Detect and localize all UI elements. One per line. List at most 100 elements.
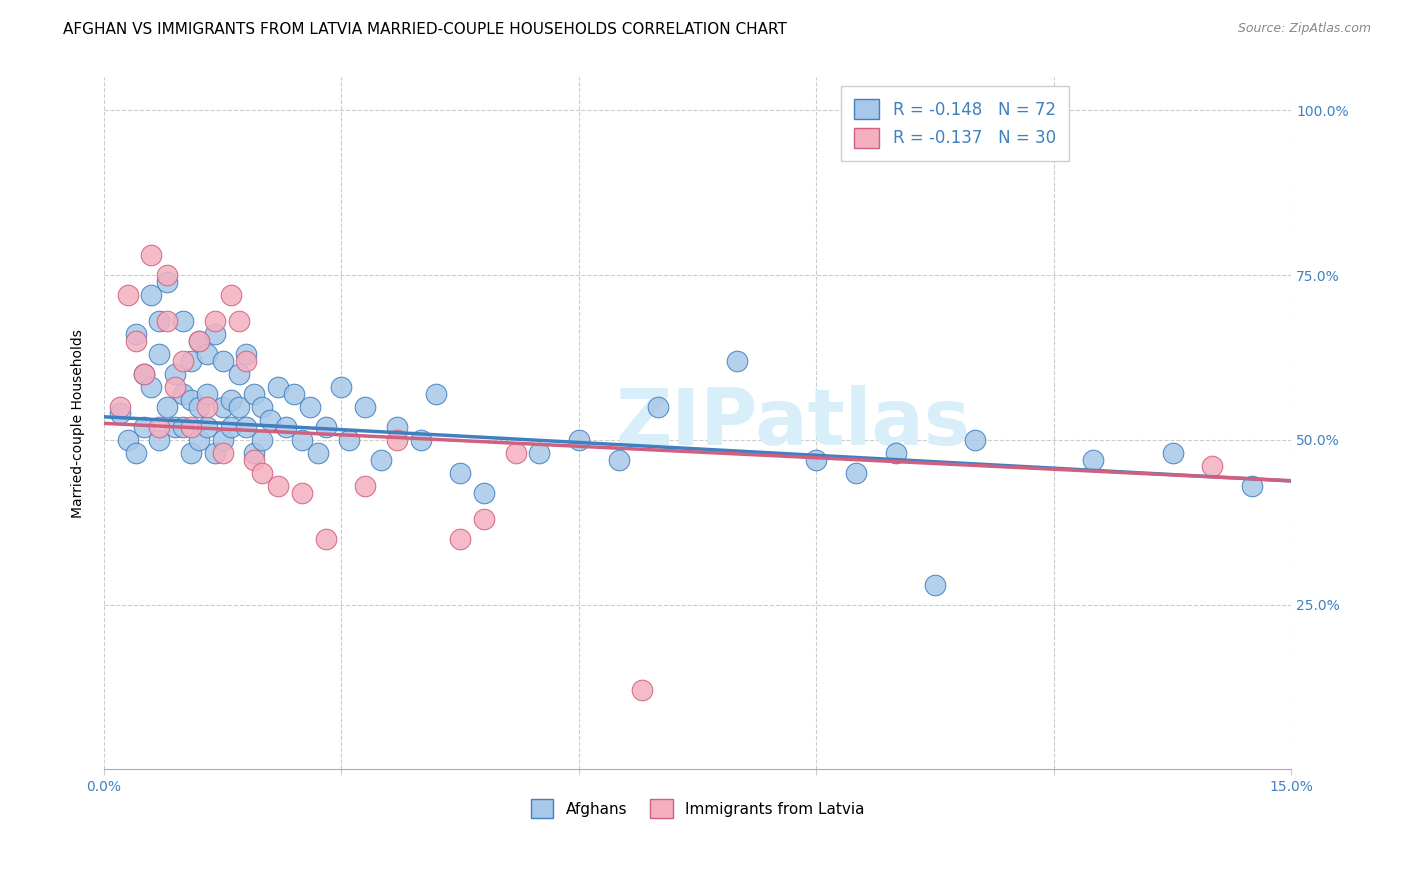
Point (195, 400, 218, 414)
Point (195, 386, 218, 401)
Point (132, 419, 155, 434)
Point (1201, 459, 1223, 474)
Point (243, 386, 266, 401)
Point (204, 314, 226, 328)
Point (283, 386, 305, 401)
Point (449, 466, 471, 480)
Point (472, 485, 495, 500)
Point (291, 485, 314, 500)
Point (370, 452, 392, 467)
Point (172, 386, 194, 401)
Point (291, 433, 314, 447)
Point (211, 433, 233, 447)
Point (141, 380, 163, 394)
Point (924, 578, 946, 592)
Point (219, 393, 242, 408)
Point (330, 380, 353, 394)
Point (188, 400, 211, 414)
Point (204, 446, 226, 460)
Point (315, 532, 337, 546)
Text: Source: ZipAtlas.com: Source: ZipAtlas.com (1237, 22, 1371, 36)
Point (267, 380, 290, 394)
Point (607, 452, 630, 467)
Point (354, 479, 377, 493)
Point (156, 275, 179, 289)
Point (219, 288, 242, 302)
Point (124, 334, 146, 348)
Point (148, 314, 170, 328)
Point (298, 400, 321, 414)
Legend: Afghans, Immigrants from Latvia: Afghans, Immigrants from Latvia (524, 793, 870, 824)
Point (180, 353, 202, 368)
Point (243, 446, 266, 460)
Point (449, 532, 471, 546)
Point (188, 433, 211, 447)
Point (505, 446, 527, 460)
Point (132, 367, 155, 381)
Point (235, 353, 257, 368)
Text: AFGHAN VS IMMIGRANTS FROM LATVIA MARRIED-COUPLE HOUSEHOLDS CORRELATION CHART: AFGHAN VS IMMIGRANTS FROM LATVIA MARRIED… (63, 22, 787, 37)
Point (172, 314, 194, 328)
Point (204, 327, 226, 342)
Point (631, 683, 654, 698)
Point (409, 433, 432, 447)
Point (1083, 452, 1105, 467)
Point (141, 248, 163, 262)
Point (148, 419, 170, 434)
Point (211, 446, 233, 460)
Point (156, 314, 179, 328)
Point (307, 446, 329, 460)
Point (337, 433, 360, 447)
Point (188, 334, 211, 348)
Point (219, 419, 242, 434)
Point (141, 288, 163, 302)
Point (354, 400, 377, 414)
Point (315, 419, 337, 434)
Point (211, 400, 233, 414)
Point (180, 393, 202, 408)
Point (188, 334, 211, 348)
Point (156, 268, 179, 282)
Y-axis label: Married-couple Households: Married-couple Households (72, 329, 86, 518)
Point (172, 419, 194, 434)
Point (845, 466, 868, 480)
Point (252, 433, 274, 447)
Point (132, 367, 155, 381)
Point (568, 433, 591, 447)
Point (117, 288, 139, 302)
Point (963, 433, 986, 447)
Point (108, 400, 131, 414)
Point (267, 479, 290, 493)
Point (195, 347, 218, 361)
Point (252, 466, 274, 480)
Point (228, 400, 250, 414)
Point (180, 419, 202, 434)
Point (228, 314, 250, 328)
Point (124, 327, 146, 342)
Point (228, 367, 250, 381)
Point (211, 353, 233, 368)
Point (235, 419, 257, 434)
Point (180, 446, 202, 460)
Point (148, 433, 170, 447)
Text: ZIPatlas: ZIPatlas (616, 385, 970, 461)
Point (252, 400, 274, 414)
Point (385, 419, 408, 434)
Point (195, 419, 218, 434)
Point (472, 512, 495, 526)
Point (274, 419, 297, 434)
Point (165, 367, 187, 381)
Point (243, 452, 266, 467)
Point (529, 446, 551, 460)
Point (165, 419, 187, 434)
Point (165, 380, 187, 394)
Point (148, 347, 170, 361)
Point (425, 386, 447, 401)
Point (235, 347, 257, 361)
Point (647, 400, 669, 414)
Point (156, 400, 179, 414)
Point (385, 433, 408, 447)
Point (725, 353, 748, 368)
Point (1240, 479, 1263, 493)
Point (806, 452, 828, 467)
